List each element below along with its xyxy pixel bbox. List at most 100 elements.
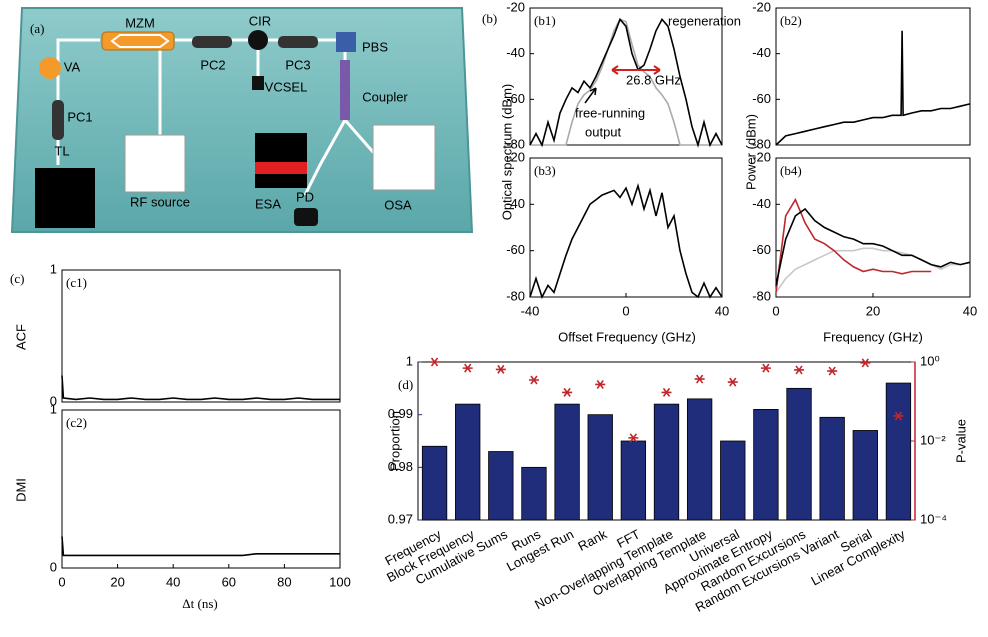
y-tick-label: 1 xyxy=(50,401,57,416)
panel-label: (b2) xyxy=(780,13,802,28)
y-axis-label: Optical spectrum (dBm) xyxy=(499,84,514,221)
y-tick-label: 0.97 xyxy=(388,511,413,526)
annotation: free-running xyxy=(575,105,645,120)
x-tick-label: 20 xyxy=(110,574,124,589)
data-line xyxy=(775,30,971,146)
y-tick-label: 0.98 xyxy=(388,459,413,474)
p-value-star xyxy=(495,364,506,374)
p-value-star xyxy=(860,358,871,368)
p-value-star xyxy=(462,363,473,373)
y-tick-label: -60 xyxy=(506,242,525,257)
panel-letter: (a) xyxy=(30,21,44,36)
p-value-star xyxy=(429,357,440,367)
panel-label: (b4) xyxy=(780,163,802,178)
y-axis-label: Proportion xyxy=(387,411,402,471)
setup-label: PBS xyxy=(362,39,388,54)
bar xyxy=(620,440,647,521)
y2-tick-label: 10⁻⁴ xyxy=(920,511,947,526)
y-tick-label: -80 xyxy=(752,288,771,303)
x-tick-label: 40 xyxy=(166,574,180,589)
bar xyxy=(521,466,547,521)
p-value-star xyxy=(694,374,705,384)
plot-frame xyxy=(775,157,971,298)
p-value-star xyxy=(628,433,639,443)
x-tick-label: 60 xyxy=(222,574,236,589)
setup-label: Coupler xyxy=(362,89,408,104)
bar xyxy=(720,440,746,521)
data-line xyxy=(61,375,340,401)
setup-label: RF source xyxy=(130,194,190,209)
y-tick-label: -40 xyxy=(506,196,525,211)
setup-label: VA xyxy=(64,59,81,74)
bar xyxy=(455,403,481,521)
setup-label: OSA xyxy=(384,197,412,212)
annotation: 26.8 GHz xyxy=(626,72,681,87)
p-value-star xyxy=(760,363,771,373)
y2-axis-label: P-value xyxy=(953,419,968,463)
setup-label: CIR xyxy=(249,13,271,28)
x-tick-label: 0 xyxy=(772,303,779,318)
p-value-star xyxy=(794,365,805,375)
y-tick-label: -40 xyxy=(752,45,771,60)
bar xyxy=(885,382,912,521)
setup-diagram xyxy=(10,7,474,233)
setup-label: TL xyxy=(54,143,69,158)
arrow xyxy=(611,65,661,75)
x-axis-label: Offset Frequency (GHz) xyxy=(558,329,696,344)
setup-label: PC3 xyxy=(285,57,310,72)
x-tick-label: 20 xyxy=(866,303,880,318)
x-tick-label: Rank xyxy=(575,526,609,554)
data-line xyxy=(529,182,723,300)
setup-label: ESA xyxy=(255,196,281,211)
panel-letter: (b) xyxy=(482,11,497,26)
annotation: regeneration xyxy=(668,13,741,28)
y-tick-label: -60 xyxy=(506,91,525,106)
y-tick-label: -40 xyxy=(752,196,771,211)
setup-label: PC2 xyxy=(200,57,225,72)
panel-label: (b1) xyxy=(534,13,556,28)
x-axis-label: Frequency (GHz) xyxy=(823,329,923,344)
p-value-star xyxy=(562,387,573,397)
p-value-star xyxy=(528,375,539,385)
x-tick-label: 0 xyxy=(58,574,65,589)
y-tick-label: -80 xyxy=(752,136,771,151)
y-axis-label: ACF xyxy=(13,324,28,350)
y-tick-label: -80 xyxy=(506,288,525,303)
x-tick-label: 80 xyxy=(277,574,291,589)
y-tick-label: 1 xyxy=(406,353,413,368)
bar xyxy=(786,387,812,521)
y-tick-label: -60 xyxy=(752,242,771,257)
x-tick-label: -40 xyxy=(521,303,540,318)
plot-frame xyxy=(61,409,341,569)
panel-letter: (d) xyxy=(398,377,413,392)
y-tick-label: -20 xyxy=(506,0,525,14)
plot-frame xyxy=(775,7,971,146)
y-tick-label: -20 xyxy=(506,149,525,164)
setup-label: PC1 xyxy=(67,109,92,124)
y2-tick-label: 10⁻² xyxy=(920,432,946,447)
bar xyxy=(653,403,680,521)
data-line xyxy=(529,17,723,148)
y-tick-label: 0 xyxy=(50,393,57,408)
bar xyxy=(686,398,713,521)
y-tick-label: -40 xyxy=(506,45,525,60)
bar xyxy=(554,403,580,521)
y2-tick-label: 10⁰ xyxy=(920,353,940,368)
data-line xyxy=(775,207,971,286)
data-line xyxy=(61,536,340,557)
y-tick-label: 0.99 xyxy=(388,406,413,421)
y-axis-label: Power (dBm) xyxy=(743,114,758,190)
plot-frame xyxy=(61,269,341,403)
panel-label: (b3) xyxy=(534,163,556,178)
y-tick-label: -60 xyxy=(752,91,771,106)
bar xyxy=(488,451,514,521)
setup-label: PD xyxy=(296,189,314,204)
arrow xyxy=(584,87,597,104)
y-tick-label: -80 xyxy=(506,136,525,151)
annotation: output xyxy=(585,124,622,139)
bar xyxy=(852,430,878,521)
setup-label: MZM xyxy=(125,15,155,30)
panel-label: (c2) xyxy=(66,415,87,430)
bar xyxy=(753,408,779,521)
